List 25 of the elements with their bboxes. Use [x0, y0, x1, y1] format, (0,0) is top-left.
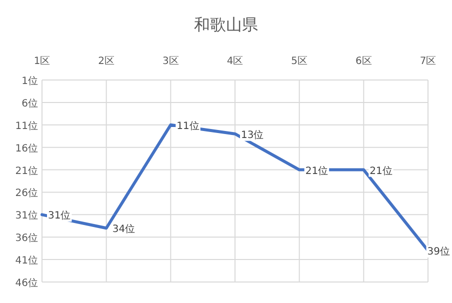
- y-tick-label: 26位: [15, 187, 38, 200]
- y-tick-label: 31位: [15, 210, 38, 222]
- x-tick-label: 2区: [98, 56, 115, 67]
- x-tick-label: 3区: [162, 56, 179, 67]
- chart-title: 和歌山県: [194, 15, 258, 34]
- x-tick-label: 1区: [34, 56, 50, 67]
- data-label: 11位: [176, 120, 200, 132]
- x-tick-label: 5区: [291, 56, 308, 67]
- y-tick-label: 6位: [22, 97, 38, 110]
- y-tick-label: 11位: [15, 120, 38, 132]
- y-tick-label: 36位: [15, 232, 38, 244]
- x-tick-label: 4区: [226, 56, 244, 67]
- data-label: 34位: [112, 223, 136, 236]
- y-tick-label: 41位: [15, 254, 38, 267]
- data-label: 21位: [305, 164, 328, 177]
- x-tick-label: 6区: [355, 56, 372, 67]
- y-tick-label: 16位: [15, 142, 38, 154]
- y-tick-label: 21位: [15, 164, 38, 177]
- data-label: 13位: [241, 128, 264, 141]
- y-tick-label: 1位: [22, 75, 38, 87]
- x-tick-label: 7区: [420, 56, 436, 67]
- data-label: 31位: [48, 210, 71, 222]
- data-label: 39位: [427, 246, 450, 258]
- y-tick-label: 46位: [15, 277, 38, 289]
- data-label: 21位: [370, 164, 392, 177]
